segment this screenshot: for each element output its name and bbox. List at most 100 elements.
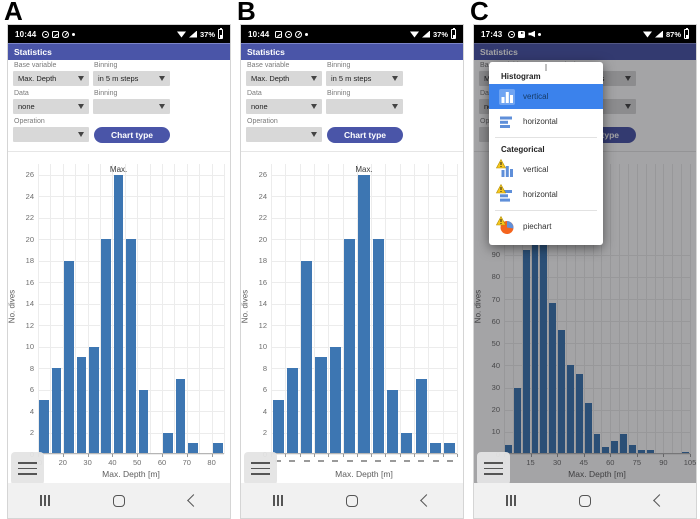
warning-icon — [495, 183, 507, 194]
recents-icon[interactable] — [506, 495, 516, 506]
app-header: Statistics — [241, 43, 463, 60]
scrollbar-indicator — [545, 64, 547, 71]
bar — [188, 443, 198, 454]
x-tick-label: 20 — [58, 458, 67, 467]
gridline — [399, 164, 401, 454]
gridline — [504, 409, 690, 411]
app-header: Statistics — [8, 43, 230, 60]
gridline — [566, 164, 567, 454]
popup-item-categorical-piechart[interactable]: piechart — [489, 214, 603, 239]
binning2-dropdown[interactable] — [93, 99, 170, 114]
y-tick-label: 8 — [262, 363, 267, 373]
gridline — [504, 431, 690, 433]
x-tick-label: 105 — [683, 458, 697, 467]
popup-item-categorical-horizontal[interactable]: horizontal — [489, 182, 603, 207]
binning-dropdown[interactable]: in 5 m steps — [326, 71, 403, 86]
x-axis-line — [504, 453, 690, 454]
dropdown-caret-icon — [311, 76, 317, 81]
back-icon[interactable] — [419, 494, 433, 507]
bar — [113, 174, 124, 454]
y-tick-label: 30 — [491, 383, 500, 393]
gridline — [628, 164, 629, 454]
binning-value: in 5 m steps — [98, 74, 139, 83]
gridline — [271, 454, 457, 455]
bar — [429, 443, 442, 454]
y-tick-label: 6 — [29, 385, 34, 395]
recents-icon[interactable] — [273, 495, 283, 506]
data-dropdown[interactable]: none — [246, 99, 322, 114]
home-icon[interactable] — [113, 494, 125, 507]
binning-dropdown[interactable]: in 5 m steps — [93, 71, 170, 86]
operation-dropdown[interactable] — [246, 127, 322, 142]
gridline — [385, 164, 387, 454]
x-tick-mark — [399, 454, 401, 457]
y-tick-label: 40 — [491, 360, 500, 370]
gridline — [38, 454, 224, 455]
x-axis-line — [271, 453, 457, 454]
x-tick-label-rotated — [346, 460, 353, 462]
bar — [301, 260, 313, 454]
x-tick-mark — [299, 454, 301, 457]
bar — [444, 443, 456, 454]
binning-label: Binning — [327, 62, 351, 69]
bar — [646, 449, 654, 454]
gridline — [557, 164, 559, 454]
gridline — [38, 217, 224, 219]
x-tick-label-rotated — [389, 460, 396, 462]
home-icon[interactable] — [346, 494, 358, 507]
back-icon[interactable] — [652, 494, 666, 507]
gridline — [199, 164, 201, 454]
chart-type-button[interactable]: Chart type — [94, 127, 170, 143]
x-axis-label: Max. Depth [m] — [102, 469, 160, 479]
wifi-icon — [176, 31, 186, 38]
back-icon[interactable] — [186, 494, 200, 507]
x-tick-label: 60 — [157, 458, 167, 467]
y-tick-label: 16 — [25, 277, 34, 287]
gridline — [75, 164, 77, 454]
binning2-dropdown[interactable] — [326, 99, 403, 114]
bar — [51, 368, 62, 454]
menu-button[interactable] — [244, 452, 277, 485]
x-tick-label: 60 — [606, 458, 615, 467]
wifi-icon — [642, 31, 652, 38]
base-variable-dropdown[interactable]: Max. Depth — [13, 71, 89, 86]
x-tick-label: 80 — [207, 458, 216, 467]
dropdown-caret-icon — [392, 104, 398, 109]
x-tick-mark — [371, 454, 373, 457]
bar — [620, 434, 628, 454]
menu-button[interactable] — [11, 452, 44, 485]
recents-icon[interactable] — [40, 495, 50, 506]
gridline — [574, 164, 576, 454]
chart-type-button[interactable]: Chart type — [327, 127, 403, 143]
gridline — [663, 164, 665, 454]
x-tick-mark — [211, 454, 213, 457]
operation-dropdown[interactable] — [13, 127, 89, 142]
base-variable-label: Base variable — [247, 62, 290, 69]
popup-item-categorical-vertical[interactable]: vertical — [489, 157, 603, 182]
x-tick-mark — [313, 454, 315, 457]
bar — [272, 400, 284, 454]
menu-button[interactable] — [477, 452, 510, 485]
popup-item-histogram-vertical[interactable]: vertical — [489, 84, 603, 109]
home-icon[interactable] — [579, 494, 591, 507]
gridline — [371, 164, 373, 454]
x-tick-label: 30 — [552, 458, 562, 467]
popup-section-header: Histogram — [501, 72, 541, 81]
gridline — [521, 164, 523, 454]
x-tick-mark — [87, 454, 89, 457]
battery-icon — [218, 28, 223, 39]
y-tick-label: 12 — [25, 320, 34, 330]
x-tick-mark — [62, 454, 64, 457]
y-tick-label: 90 — [491, 250, 500, 260]
x-tick-mark — [137, 454, 139, 457]
data-dropdown[interactable]: none — [13, 99, 89, 114]
y-tick-label: 10 — [491, 427, 500, 437]
bar — [566, 365, 574, 454]
app-header: Statistics — [474, 43, 696, 60]
base-variable-dropdown[interactable]: Max. Depth — [246, 71, 322, 86]
gridline — [504, 365, 690, 367]
x-tick-label-rotated — [332, 460, 339, 462]
x-tick-mark — [112, 454, 114, 457]
x-tick-mark — [442, 454, 444, 457]
popup-item-histogram-horizontal[interactable]: horizontal — [489, 109, 603, 134]
